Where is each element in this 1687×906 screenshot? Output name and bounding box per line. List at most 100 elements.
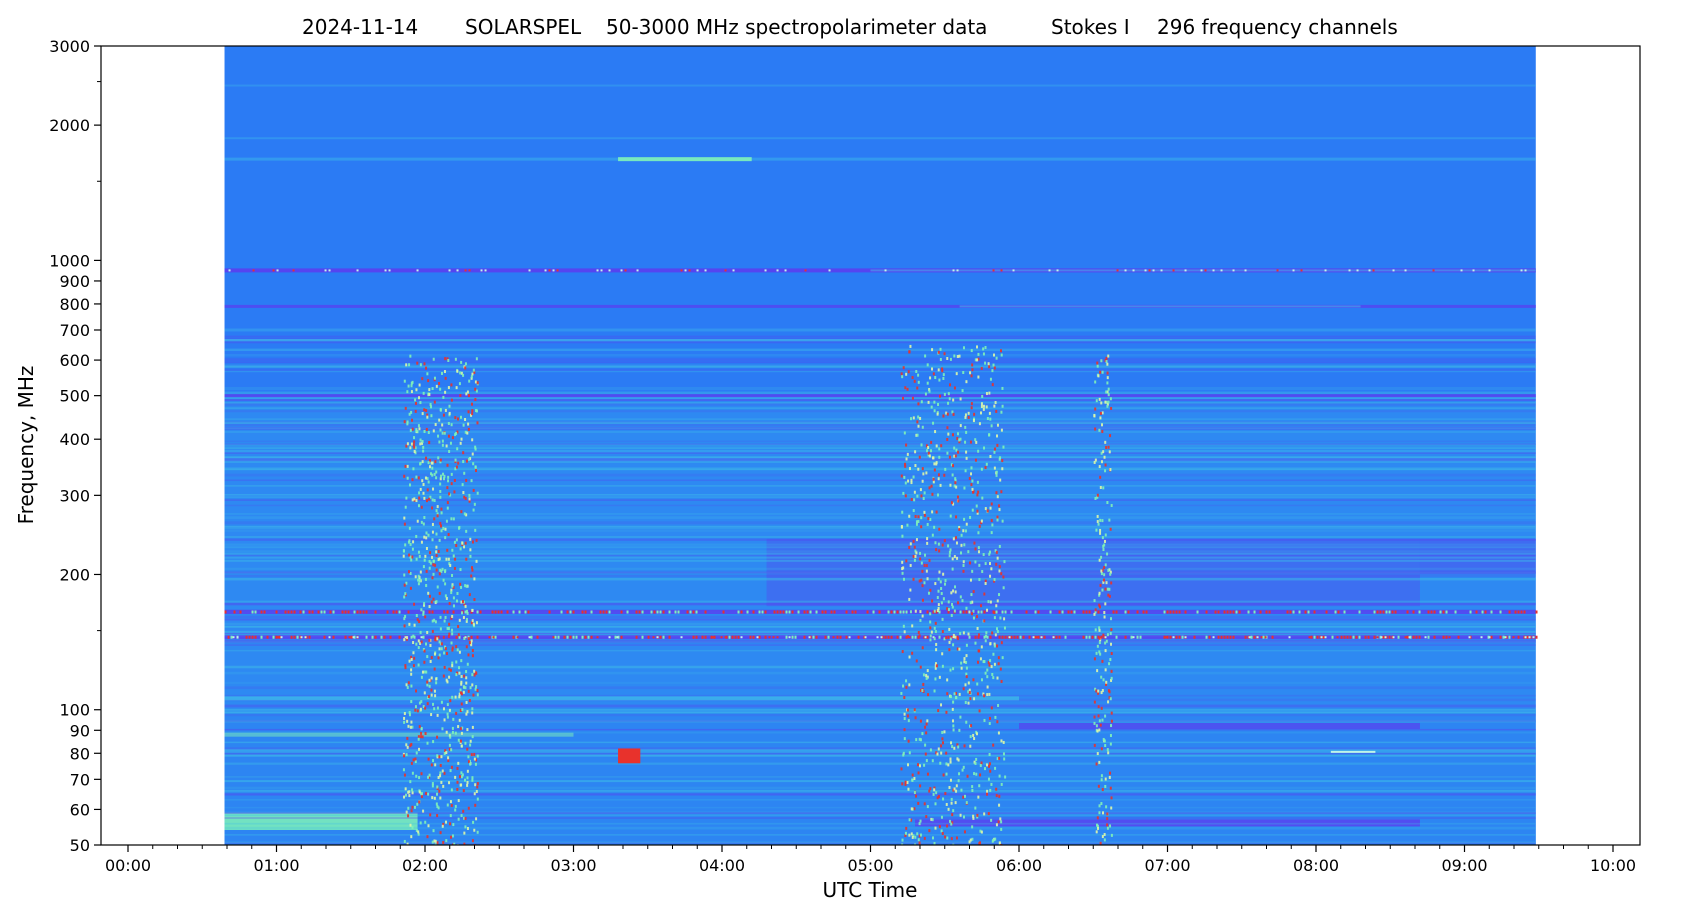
burst-speckle (451, 628, 454, 632)
burst-speckle (987, 600, 990, 604)
burst-speckle (1098, 626, 1101, 630)
burst-speckle (932, 456, 935, 460)
burst-speckle (1101, 659, 1104, 663)
burst-speckle (1106, 587, 1109, 591)
line-speckle (952, 636, 955, 639)
rfi-speckle (1430, 610, 1433, 614)
burst-speckle (951, 410, 954, 414)
burst-speckle (459, 394, 462, 398)
burst-speckle (1109, 697, 1112, 701)
burst-speckle (1104, 602, 1107, 606)
burst-speckle (431, 629, 434, 633)
burst-speckle (976, 682, 979, 686)
burst-speckle (953, 446, 956, 450)
burst-speckle (988, 411, 991, 415)
burst-speckle (411, 805, 414, 809)
burst-speckle (425, 670, 428, 674)
burst-speckle (467, 755, 470, 759)
burst-speckle (936, 752, 939, 756)
burst-speckle (1110, 719, 1113, 723)
rfi-speckle (635, 610, 638, 614)
burst-speckle (923, 563, 926, 567)
burst-speckle (1102, 580, 1105, 584)
burst-speckle (1108, 696, 1111, 700)
line-speckle (956, 269, 959, 272)
faint-stripe (224, 666, 1536, 668)
burst-speckle (974, 358, 977, 362)
burst-speckle (1100, 569, 1103, 573)
burst-speckle (442, 822, 445, 826)
burst-speckle (415, 534, 418, 538)
burst-speckle (924, 725, 927, 729)
burst-speckle (406, 719, 409, 723)
burst-speckle (470, 479, 473, 483)
burst-speckle (1095, 724, 1098, 728)
burst-speckle (460, 680, 463, 684)
burst-speckle (1104, 744, 1107, 748)
burst-speckle (999, 616, 1002, 620)
burst-speckle (431, 461, 434, 465)
rfi-speckle (470, 610, 473, 614)
burst-speckle (1004, 775, 1007, 779)
burst-speckle (997, 662, 1000, 666)
faint-stripe (224, 530, 1536, 532)
rfi-speckle (308, 635, 311, 639)
burst-speckle (953, 354, 956, 358)
burst-speckle (461, 692, 464, 696)
rfi-speckle (1286, 610, 1289, 614)
burst-speckle (975, 615, 978, 619)
burst-speckle (461, 708, 464, 712)
burst-speckle (470, 639, 473, 643)
burst-speckle (440, 780, 443, 784)
burst-speckle (460, 675, 463, 679)
burst-speckle (404, 464, 407, 468)
y-tick-label: 600 (59, 351, 90, 370)
burst-speckle (988, 692, 991, 696)
line-speckle (1532, 636, 1535, 639)
burst-speckle (986, 792, 989, 796)
line-speckle (1288, 636, 1291, 639)
burst-speckle (435, 476, 438, 480)
rfi-speckle (1178, 635, 1181, 639)
burst-speckle (947, 544, 950, 548)
burst-speckle (929, 620, 932, 624)
faint-stripe (224, 399, 1536, 402)
rfi-speckle (1034, 635, 1037, 639)
burst-speckle (972, 616, 975, 620)
burst-speckle (432, 559, 435, 563)
line-speckle (848, 636, 851, 639)
faint-stripe (224, 422, 1536, 424)
title-part: 2024-11-14 (302, 15, 418, 39)
line-speckle (1124, 269, 1127, 272)
burst-speckle (1100, 691, 1103, 695)
line-speckle (656, 636, 659, 639)
burst-speckle (990, 424, 993, 428)
line-speckle (684, 269, 687, 272)
burst-speckle (424, 554, 427, 558)
rfi-block (618, 748, 641, 764)
burst-speckle (433, 498, 436, 502)
line-speckle (1132, 636, 1135, 639)
burst-speckle (934, 376, 937, 380)
rfi-speckle (1343, 635, 1346, 639)
burst-speckle (420, 731, 423, 735)
burst-speckle (423, 649, 426, 653)
burst-speckle (465, 681, 468, 685)
burst-speckle (410, 381, 413, 385)
burst-speckle (414, 409, 417, 413)
burst-speckle (435, 568, 438, 572)
burst-speckle (414, 760, 417, 764)
burst-speckle (454, 804, 457, 808)
burst-speckle (1099, 370, 1102, 374)
burst-speckle (918, 634, 921, 638)
burst-speckle (413, 450, 416, 454)
burst-speckle (456, 591, 459, 595)
burst-speckle (445, 678, 448, 682)
burst-speckle (938, 527, 941, 531)
rfi-speckle (1364, 635, 1367, 639)
burst-speckle (444, 647, 447, 651)
burst-speckle (427, 430, 430, 434)
burst-speckle (431, 619, 434, 623)
burst-speckle (965, 666, 968, 670)
burst-speckle (419, 579, 422, 583)
